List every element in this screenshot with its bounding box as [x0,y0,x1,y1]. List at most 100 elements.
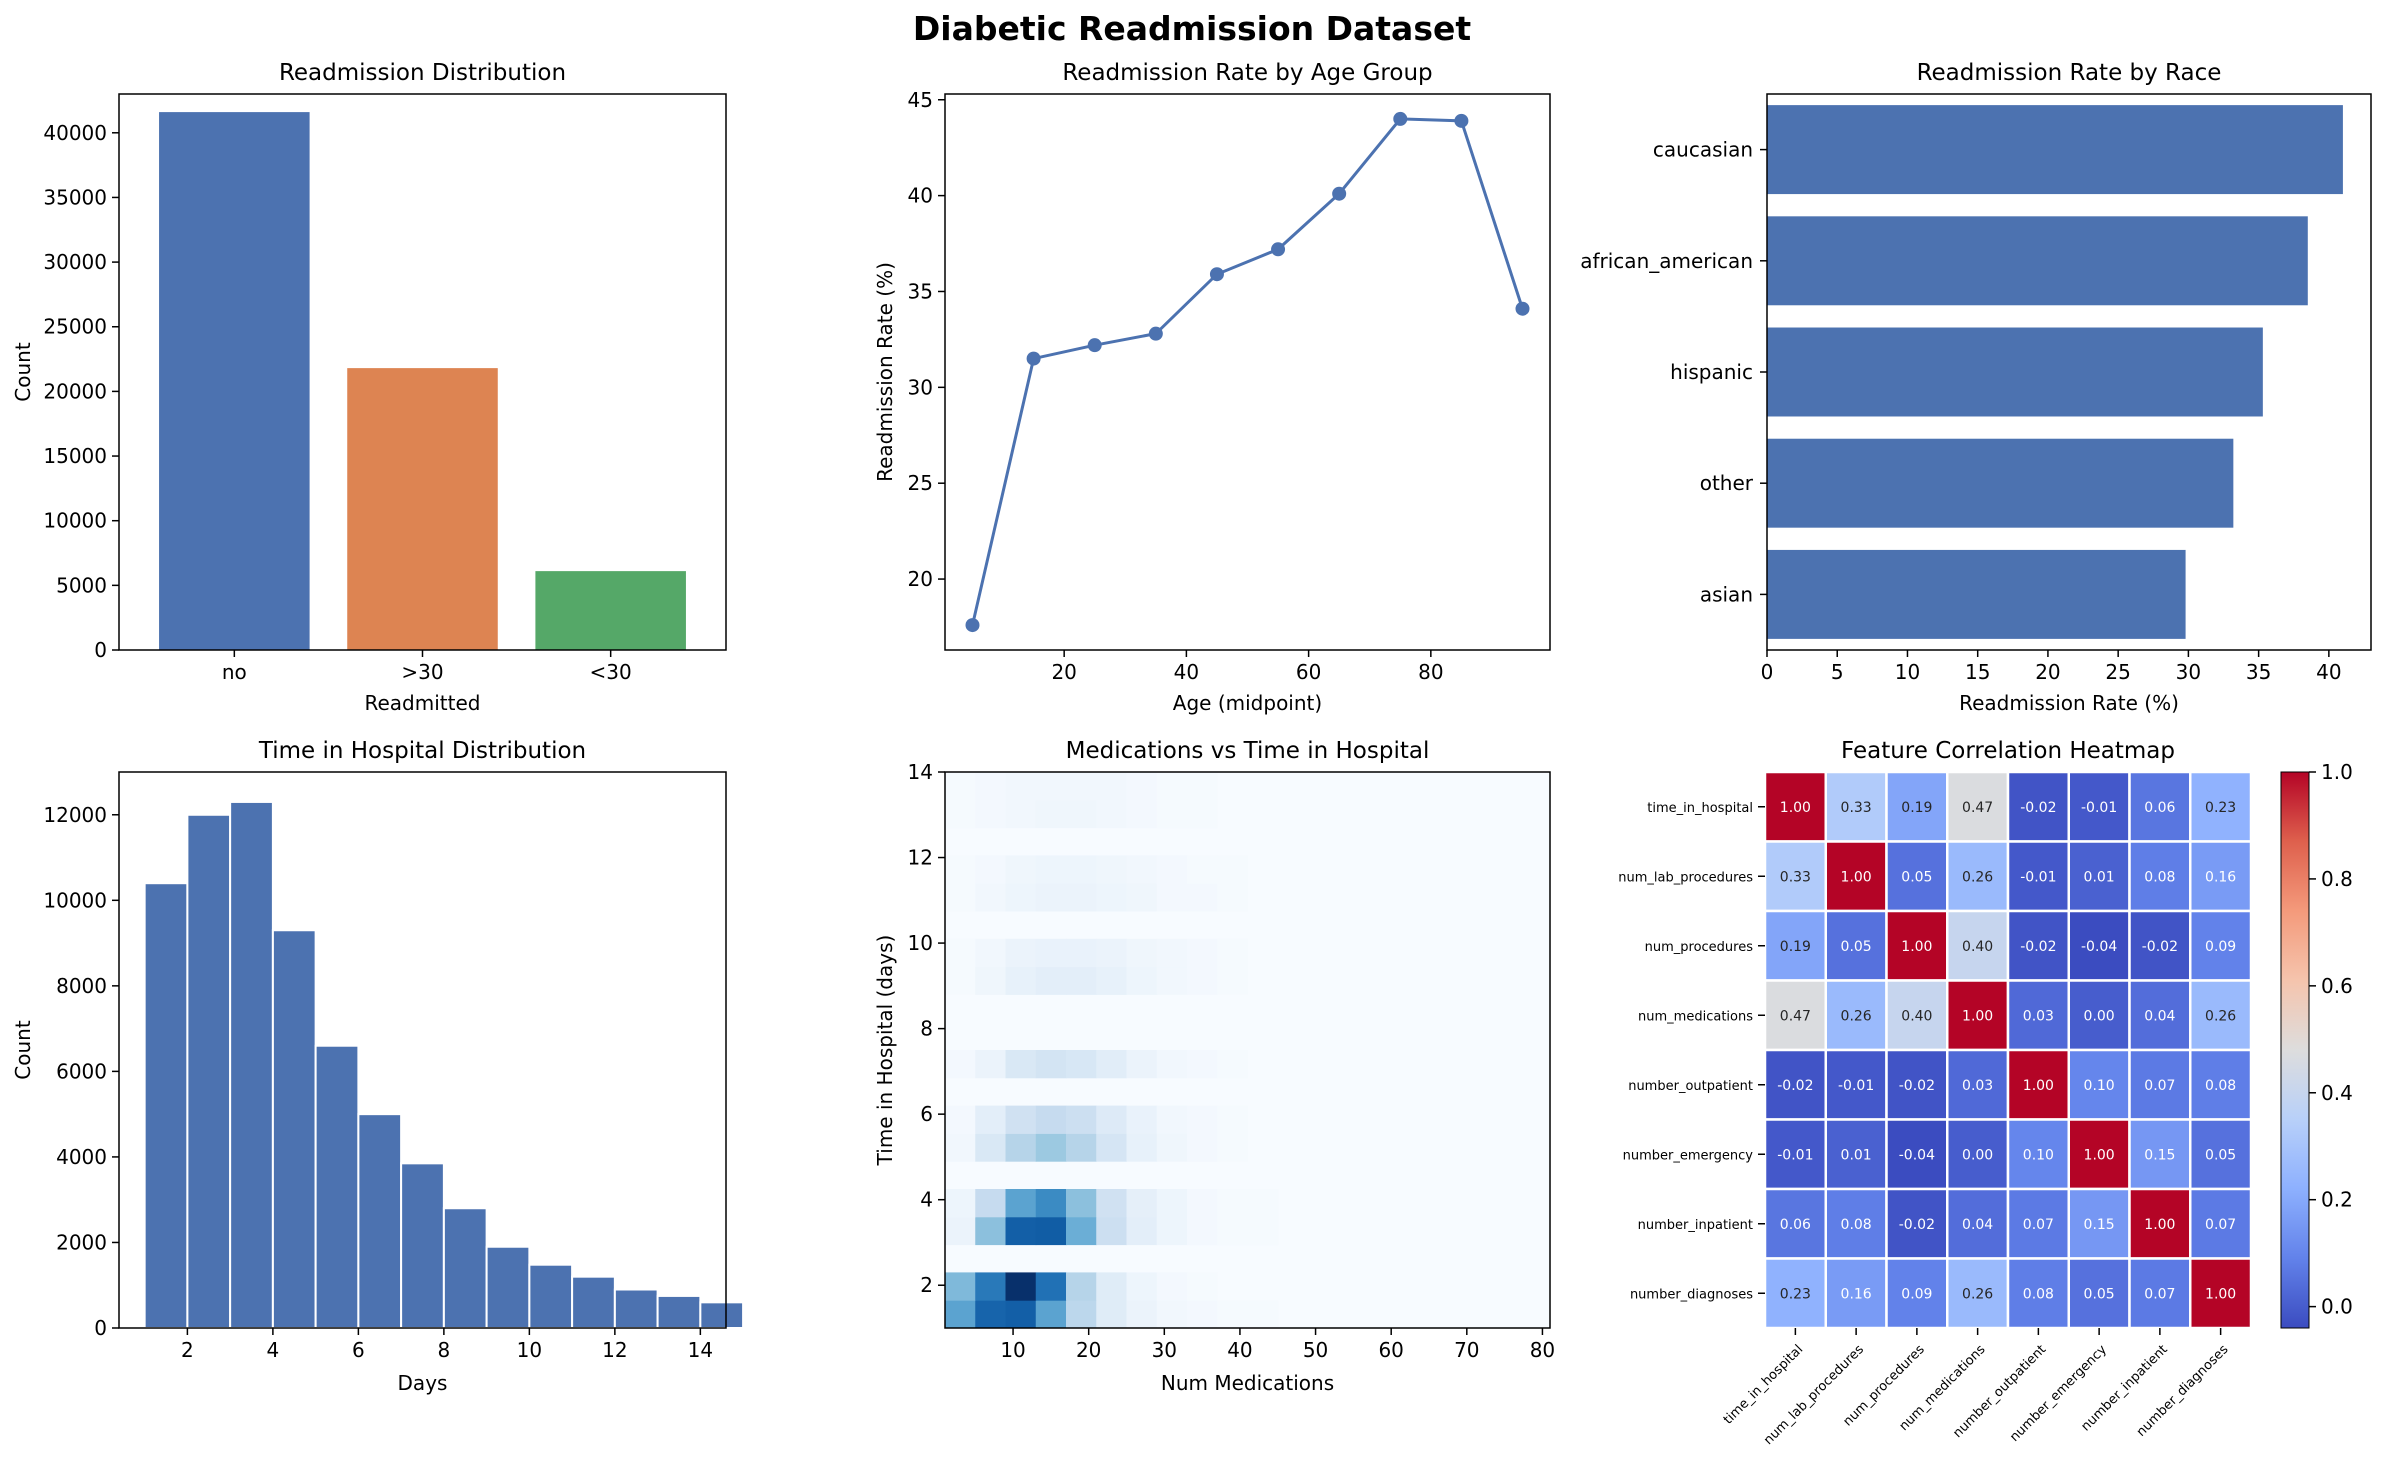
data-point [1026,351,1041,366]
data-point [1209,267,1224,282]
histogram-bar [613,1288,659,1329]
bar-<30 [535,571,686,650]
density-cell [1217,1105,1248,1134]
chart-title: Medications vs Time in Hospital [1066,738,1430,764]
y-axis-label: Time in Hospital (days) [873,935,897,1167]
density-cell [1187,938,1218,968]
y-tick-label: 12 [908,846,933,870]
x-tick-label: 2 [181,1338,194,1362]
density-cell [1156,855,1188,884]
density-cell [1156,1272,1188,1301]
heatmap-cell [1946,770,2010,843]
histogram-bar [656,1294,702,1330]
cell-value-label: 1.00 [2084,1147,2115,1163]
cell-value-label: 0.05 [1901,869,1932,885]
heatmap-cell [2006,979,2070,1052]
heatmap-cell [2006,770,2070,843]
y-tick-label: num_procedures [1645,940,1754,955]
heatmap-cell [2128,909,2192,982]
cell-value-label: 0.07 [2144,1286,2175,1302]
y-tick-label: number_diagnoses [1630,1287,1753,1302]
density-cell [1187,1189,1218,1218]
density-cell [1066,1189,1097,1218]
cell-value-label: -0.04 [1899,1147,1935,1163]
density-cell [1217,1216,1248,1246]
density-cell [1156,1133,1188,1162]
chart-title: Feature Correlation Heatmap [1841,738,2175,764]
density-cell [1035,1272,1067,1301]
y-tick-label: num_lab_procedures [1618,870,1753,885]
density-cell [1187,855,1218,884]
density-cell [1005,1189,1037,1218]
y-tick-label: time_in_hospital [1647,801,1753,816]
cell-value-label: 0.33 [1841,800,1872,816]
density-cell [1126,1300,1158,1329]
heatmap-cell [2189,1187,2253,1260]
histogram-bar [186,813,232,1329]
density-cell [1156,883,1188,912]
density-cell [1005,966,1037,995]
heatmap-cell [1824,1187,1888,1260]
density-cell [1005,1300,1037,1329]
heatmap-cell [2128,840,2192,913]
cell-value-label: 1.00 [1841,869,1872,885]
bar-caucasian [1767,105,2343,195]
heatmap-cell [1885,1257,1949,1330]
cell-value-label: 0.15 [2084,1217,2115,1233]
cell-value-label: 0.26 [1962,1286,1993,1302]
density-cell [1035,966,1067,995]
density-cell [975,772,1006,801]
x-axis-label: Days [398,1371,448,1395]
medications-vs-time-panel: 10 20 30 40 50 60 70 80 2 4 6 8 10 12 14 Medications vs… [873,738,1555,1395]
cell-value-label: 0.07 [2205,1217,2236,1233]
cell-value-label: 0.33 [1780,869,1811,885]
colorbar-tick-label: 0.2 [2321,1188,2353,1212]
density-cell [975,938,1006,968]
cell-value-label: 0.01 [1841,1147,1872,1163]
x-axis-label: Num Medications [1161,1371,1334,1395]
histogram-bar [528,1263,574,1329]
y-tick-label: other [1700,471,1754,495]
y-tick-label: 20000 [43,379,107,403]
density-cell [945,855,976,884]
colorbar [2281,772,2309,1328]
heatmap-cell [2067,770,2131,843]
heatmap-cell [2189,1118,2253,1191]
density-cell [1035,772,1067,801]
colorbar-tick-label: 0.6 [2321,974,2353,998]
readmission-by-race-panel: caucasian african_american hispanic other as… [1580,60,2372,715]
cell-value-label: 0.26 [1841,1008,1872,1024]
cell-value-label: 0.23 [1780,1286,1811,1302]
density-cell [1156,799,1188,829]
y-tick-label: 5000 [56,573,107,597]
y-tick-label: 30000 [43,250,107,274]
cell-value-label: -0.01 [1777,1147,1813,1163]
chart-title: Readmission Distribution [279,60,566,86]
data-point [1332,186,1347,201]
x-tick-label: 60 [1378,1338,1403,1362]
colorbar-tick-label: 0.4 [2321,1081,2353,1105]
density-cell [1187,1105,1218,1134]
cell-value-label: -0.02 [2142,939,2178,955]
density-cell [975,1216,1006,1246]
density-cell [1247,1300,1279,1329]
x-tick-label: 10 [1000,1338,1025,1362]
cell-value-label: -0.02 [2020,800,2056,816]
density-cell [1247,1216,1279,1246]
cell-value-label: 0.15 [2144,1147,2175,1163]
y-tick-label: 10000 [43,509,107,533]
density-cell [1126,772,1158,801]
density-cell [1096,1133,1127,1162]
y-tick-label: 6 [920,1102,933,1126]
density-cell [945,883,976,912]
density-cell [975,1189,1006,1218]
y-tick-label: num_medications [1638,1009,1753,1024]
cell-value-label: -0.01 [2081,800,2117,816]
chart-title: Readmission Rate by Age Group [1062,60,1432,86]
y-tick-label: 40000 [43,121,107,145]
heatmap-cell [1824,1048,1888,1121]
x-tick-label: 40 [2316,660,2341,684]
axes-frame [944,93,1551,651]
density-cell [1126,799,1158,829]
readmission-distribution-panel: no >30 <30 0 5000 10000 15000 20000 25000 30000 35… [11,60,727,715]
